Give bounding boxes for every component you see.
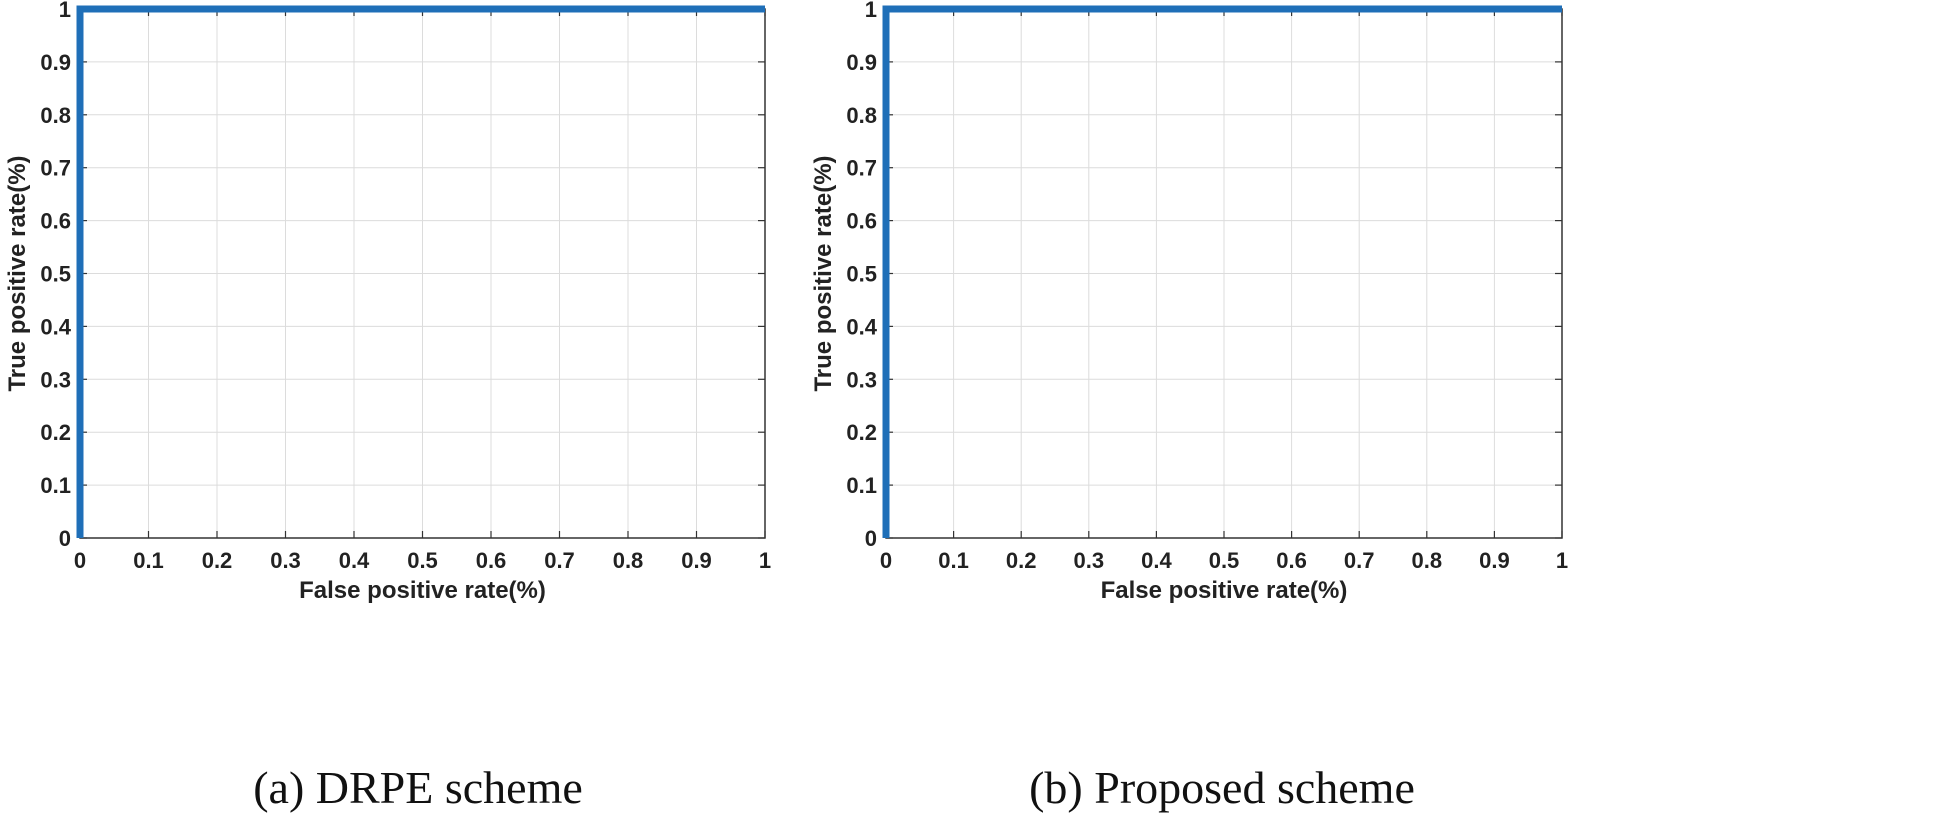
x-tick-label: 0.3 [270,548,301,573]
x-tick-label: 0.8 [613,548,644,573]
x-tick-label: 0.9 [1479,548,1510,573]
y-tick-label: 0.2 [846,420,877,445]
x-tick-label: 0.7 [1344,548,1375,573]
panel-caption: (b) Proposed scheme [1029,762,1415,813]
x-tick-label: 0.4 [339,548,370,573]
chart-panel-b: 0 0.1 0.2 0.3 0.4 0.5 0.6 0.7 0.8 0.9 1 0 0.1 0.2 0.3 0… [810,0,1568,813]
x-tick-label: 0.3 [1074,548,1105,573]
y-tick-label: 1 [59,0,71,22]
x-axis-label: False positive rate(%) [1101,577,1348,604]
x-tick-label: 0.9 [681,548,712,573]
panel-caption: (a) DRPE scheme [253,762,583,813]
y-tick-label: 0.7 [40,156,71,181]
y-tick-label: 0.2 [40,420,71,445]
x-tick-label: 1 [1556,548,1568,573]
roc-curve [76,5,765,538]
x-tick-label: 0.6 [476,548,507,573]
roc-curve [882,5,1562,538]
x-tick-label: 0 [880,548,892,573]
y-tick-label: 0.8 [40,103,71,128]
x-tick-label: 1 [759,548,771,573]
x-tick-label: 0.1 [938,548,969,573]
y-tick-label: 0.5 [40,262,71,287]
y-tick-label: 0.4 [40,314,71,339]
y-tick-label: 0 [865,526,877,551]
y-axis-label: True positive rate(%) [810,155,837,391]
y-tick-label: 0.9 [846,50,877,75]
x-tick-label: 0.7 [544,548,575,573]
x-tick-label: 0.8 [1412,548,1443,573]
y-axis-label: True positive rate(%) [4,155,31,391]
y-tick-label: 0.1 [846,473,877,498]
y-tick-label: 0.9 [40,50,71,75]
y-tick-label: 1 [865,0,877,22]
x-tick-label: 0.4 [1141,548,1172,573]
y-tick-label: 0.3 [846,367,877,392]
y-tick-label: 0.4 [846,314,877,339]
y-tick-label: 0.1 [40,473,71,498]
x-tick-label: 0.2 [1006,548,1037,573]
y-tick-label: 0 [59,526,71,551]
y-tick-label: 0.3 [40,367,71,392]
y-tick-label: 0.5 [846,262,877,287]
chart-panel-a: 0 0.1 0.2 0.3 0.4 0.5 0.6 0.7 0.8 0.9 1 0 0.1 0.2 0.3 0… [4,0,771,813]
x-tick-label: 0 [74,548,86,573]
y-tick-label: 0.8 [846,103,877,128]
x-axis-label: False positive rate(%) [299,577,546,604]
x-tick-label: 0.5 [1209,548,1240,573]
x-tick-label: 0.6 [1276,548,1307,573]
y-tick-label: 0.7 [846,156,877,181]
x-tick-label: 0.2 [202,548,233,573]
x-tick-label: 0.5 [407,548,438,573]
x-tick-label: 0.1 [133,548,164,573]
y-tick-label: 0.6 [846,209,877,234]
y-tick-label: 0.6 [40,209,71,234]
